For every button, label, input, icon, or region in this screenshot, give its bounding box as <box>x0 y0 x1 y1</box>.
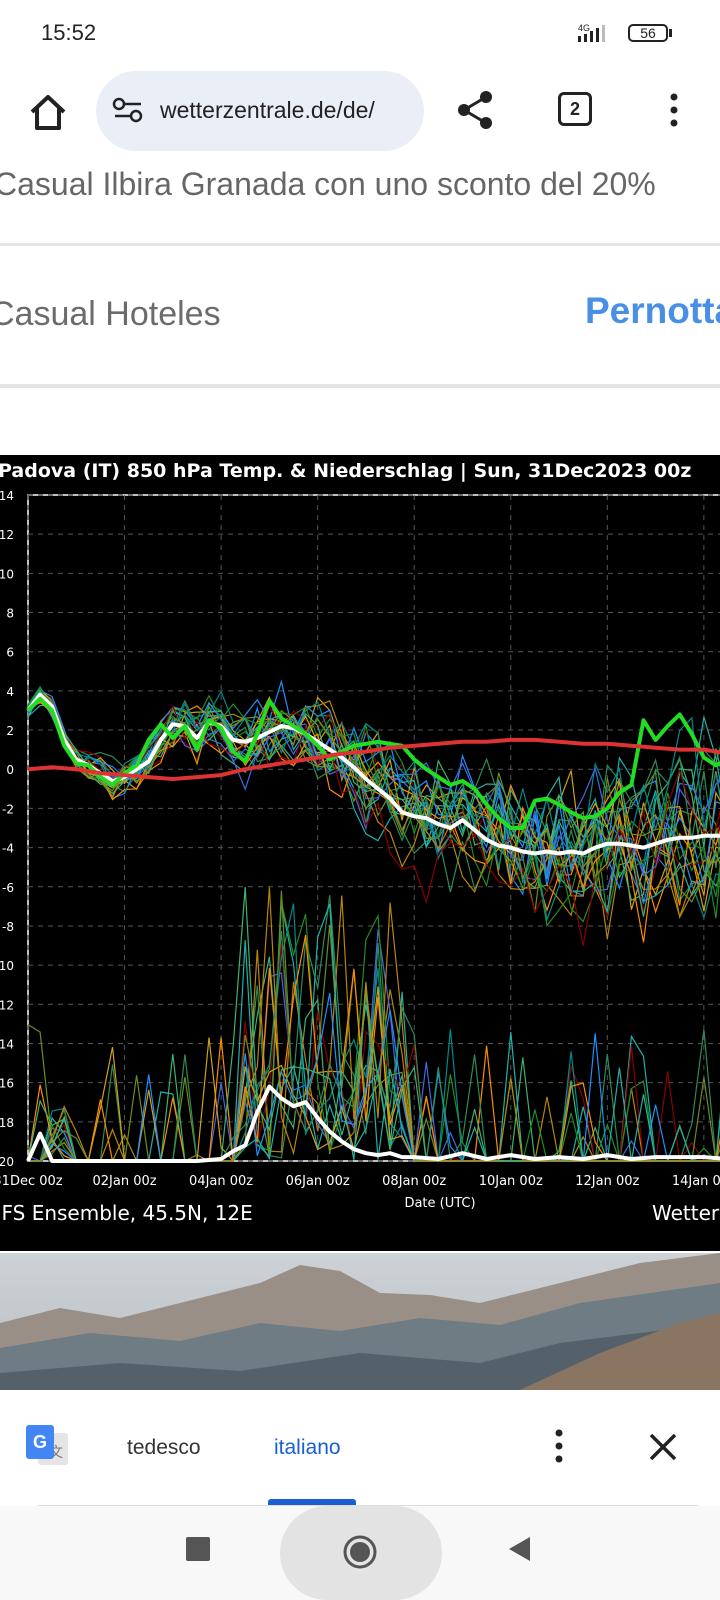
y-tick-label: 0 <box>6 763 14 777</box>
network-label: 4G <box>578 23 590 33</box>
mountain-image <box>0 1253 720 1390</box>
y-tick-label: -14 <box>0 1037 14 1051</box>
y-tick-label: 4 <box>6 685 14 699</box>
x-tick-label: 02Jan 00z <box>93 1174 157 1189</box>
ensemble-member-line <box>27 693 720 920</box>
back-button[interactable] <box>506 1535 532 1563</box>
battery-tip <box>669 29 672 37</box>
plot-frame <box>27 494 720 1162</box>
translate-bar <box>0 1390 720 1505</box>
ad-text[interactable]: Casual Ilbira Granada con uno sconto del… <box>0 166 656 202</box>
tab-switcher-button[interactable]: 2 <box>558 92 592 126</box>
y-tick-label: -8 <box>2 920 14 934</box>
divider <box>38 1505 698 1506</box>
ensemble-member-line <box>27 691 720 946</box>
x-tick-label: 12Jan 00z <box>575 1174 639 1189</box>
y-tick-label: -4 <box>2 842 14 856</box>
active-tab-indicator <box>268 1499 356 1505</box>
url-text[interactable]: wetterzentrale.de/de/ <box>160 97 375 123</box>
signal-icon: 4G <box>578 23 605 42</box>
source-language-tab[interactable]: tedesco <box>127 1436 201 1459</box>
ad-banner-text[interactable]: Casual Ilbira Granada con uno sconto del… <box>0 166 720 226</box>
y-tick-label: -20 <box>0 1155 14 1169</box>
precip-members <box>27 887 720 1164</box>
y-tick-label: -10 <box>0 959 14 973</box>
series-line-control <box>26 696 720 830</box>
ensemble-member-line <box>27 693 720 879</box>
translate-menu-icon[interactable] <box>549 1428 569 1464</box>
share-icon[interactable] <box>455 89 497 131</box>
y-tick-label: -16 <box>0 1077 14 1091</box>
y-tick-label: 10 <box>0 567 14 581</box>
x-tick-label: 14Jan 00z <box>672 1174 720 1189</box>
ensemble-chart: Padova (IT) 850 hPa Temp. & Niederschlag… <box>0 455 720 1251</box>
precip-member-line <box>27 929 720 1164</box>
svg-text:G: G <box>33 1432 47 1452</box>
y-tick-label: -18 <box>0 1116 14 1130</box>
ensemble-member-line <box>27 693 720 927</box>
home-icon[interactable] <box>26 90 70 134</box>
x-tick-label: 06Jan 00z <box>286 1174 350 1189</box>
book-link[interactable]: Pernotta <box>585 290 720 331</box>
precip-member-line <box>28 895 720 1162</box>
y-tick-label: 14 <box>0 489 14 503</box>
source-label: GFS Ensemble, 45.5N, 12E <box>0 1201 253 1225</box>
series-line-precip-mean <box>26 1084 720 1163</box>
y-tick-label: 6 <box>6 646 14 660</box>
y-tick-label: 12 <box>0 528 14 542</box>
y-tick-label: -12 <box>0 998 14 1012</box>
y-tick-label: 2 <box>6 724 14 738</box>
google-translate-icon[interactable]: 文 G <box>26 1425 70 1469</box>
site-settings-icon[interactable] <box>112 97 144 123</box>
brand-label: Wetterzentrale <box>652 1201 720 1225</box>
precip-member-line <box>28 895 720 1162</box>
divider <box>0 384 720 388</box>
chart-svg: Padova (IT) 850 hPa Temp. & Niederschlag… <box>0 460 720 1225</box>
x-tick-label: 31Dec 00z <box>0 1174 63 1189</box>
divider <box>0 243 720 246</box>
battery-icon: 56 <box>628 24 668 42</box>
y-tick-label: 8 <box>6 607 14 621</box>
y-tick-label: -2 <box>2 802 14 816</box>
x-axis-label: Date (UTC) <box>404 1196 475 1211</box>
overflow-menu-icon[interactable] <box>664 92 684 128</box>
ensemble-members <box>27 679 720 946</box>
status-time: 15:52 <box>41 20 97 45</box>
chart-title: Padova (IT) 850 hPa Temp. & Niederschlag… <box>0 460 691 482</box>
y-tick-label: -6 <box>2 881 14 895</box>
series-line-climatology <box>27 737 720 781</box>
hotel-name: Casual Hoteles <box>0 295 221 333</box>
x-tick-label: 10Jan 00z <box>479 1174 543 1189</box>
address-bar[interactable] <box>96 71 424 151</box>
target-language-tab[interactable]: italiano <box>274 1436 341 1459</box>
ensemble-member-line <box>27 699 720 877</box>
close-icon[interactable] <box>648 1432 678 1462</box>
nav-home-button[interactable] <box>342 1534 378 1570</box>
x-tick-label: 08Jan 00z <box>382 1174 446 1189</box>
series-line-mean <box>26 692 720 856</box>
x-tick-label: 04Jan 00z <box>189 1174 253 1189</box>
recents-button[interactable] <box>186 1537 210 1561</box>
